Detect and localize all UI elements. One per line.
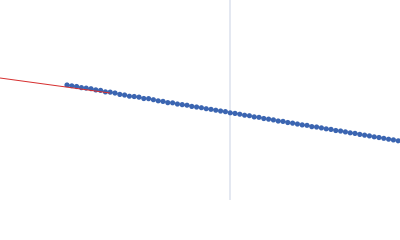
- data-point: [395, 138, 400, 144]
- data-point: [122, 92, 128, 98]
- data-point: [314, 124, 320, 130]
- data-point: [323, 126, 329, 132]
- data-point: [390, 137, 396, 143]
- data-point: [237, 111, 243, 117]
- data-point: [165, 100, 171, 106]
- page: {"chart_data": {"type": "scatter", "xlim…: [0, 0, 400, 200]
- data-point: [160, 98, 166, 104]
- data-point: [333, 127, 339, 134]
- data-point: [131, 93, 137, 100]
- data-point: [266, 116, 272, 122]
- data-point: [242, 112, 248, 118]
- data-point: [352, 130, 358, 136]
- data-point: [386, 136, 392, 142]
- data-point: [342, 129, 348, 135]
- data-point: [69, 83, 75, 89]
- data-point: [309, 124, 315, 130]
- data-point: [155, 98, 161, 104]
- data-point: [251, 114, 257, 120]
- data-point: [275, 118, 281, 124]
- data-point: [357, 131, 363, 137]
- data-point: [338, 128, 344, 134]
- data-point: [347, 130, 353, 136]
- data-point: [198, 105, 204, 111]
- data-point: [280, 118, 286, 124]
- data-point: [150, 97, 156, 103]
- data-point: [112, 90, 118, 96]
- data-point: [328, 126, 334, 132]
- data-point: [208, 106, 214, 112]
- data-point: [213, 107, 219, 113]
- data-point: [126, 93, 132, 99]
- data-point: [179, 102, 185, 108]
- data-point: [371, 134, 377, 140]
- data-point: [304, 122, 310, 128]
- data-point: [184, 102, 190, 108]
- data-point: [381, 135, 387, 141]
- data-point: [318, 125, 324, 131]
- data-point: [362, 132, 368, 138]
- chart: [0, 0, 400, 200]
- data-point: [203, 106, 209, 112]
- fit-line: [0, 77, 111, 94]
- data-point: [107, 89, 113, 95]
- data-point: [227, 110, 233, 116]
- data-point: [170, 100, 176, 106]
- data-point: [290, 120, 296, 126]
- data-point: [194, 104, 200, 110]
- data-point: [376, 134, 382, 141]
- data-point: [232, 110, 238, 116]
- data-point: [136, 94, 142, 100]
- data-point: [64, 82, 70, 88]
- data-point: [141, 95, 147, 102]
- data-point: [285, 119, 291, 126]
- data-point: [189, 103, 195, 109]
- data-point: [294, 121, 300, 127]
- data-point: [117, 91, 123, 97]
- data-point: [174, 101, 180, 107]
- data-point: [366, 133, 372, 139]
- data-point: [270, 117, 276, 123]
- data-point: [256, 114, 262, 120]
- data-point: [261, 115, 267, 122]
- data-point: [246, 113, 252, 119]
- data-point: [146, 96, 152, 102]
- data-point: [299, 122, 305, 128]
- data-point: [218, 108, 224, 114]
- data-point: [222, 109, 228, 115]
